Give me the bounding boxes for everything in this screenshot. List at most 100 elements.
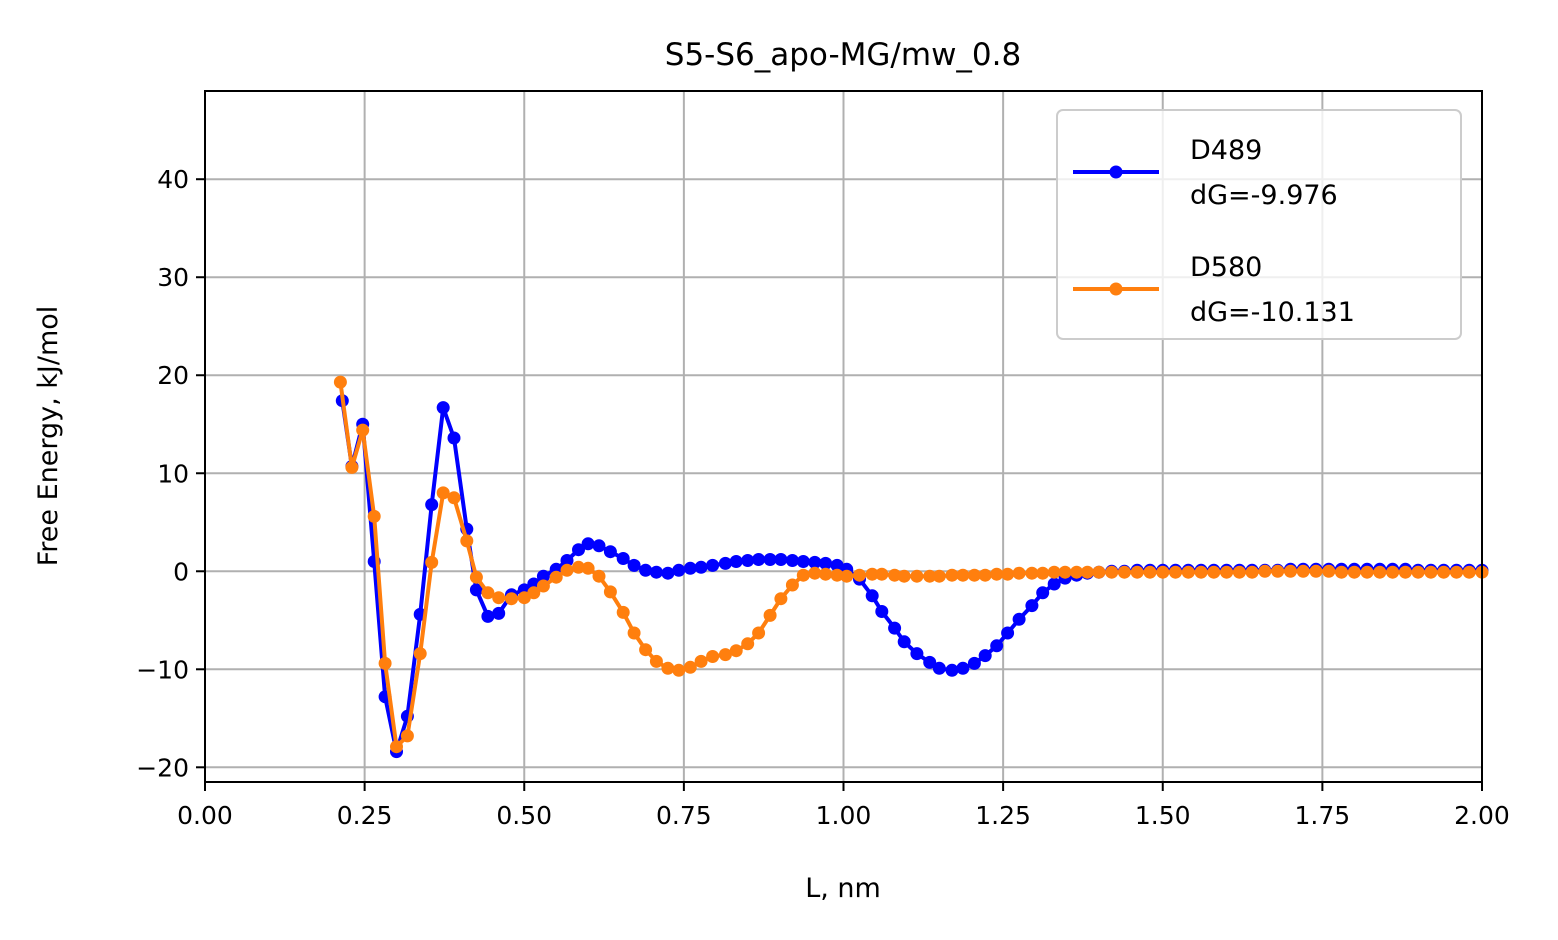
data-point bbox=[1322, 564, 1336, 578]
data-point bbox=[661, 566, 675, 580]
data-point bbox=[1047, 577, 1061, 591]
data-point bbox=[729, 644, 743, 658]
data-point bbox=[1398, 565, 1412, 579]
data-point bbox=[706, 650, 720, 663]
data-point bbox=[897, 569, 911, 583]
data-point bbox=[436, 486, 450, 500]
data-point bbox=[581, 561, 595, 575]
data-point bbox=[888, 621, 902, 635]
data-point bbox=[367, 509, 381, 523]
data-point bbox=[1207, 565, 1221, 579]
data-point bbox=[436, 401, 450, 415]
data-point bbox=[840, 569, 854, 583]
legend-entries: D489 dG=-9.976 D580 dG=-10.131 bbox=[1073, 135, 1355, 328]
data-point bbox=[808, 555, 822, 569]
data-point bbox=[830, 568, 844, 582]
y-tick-label: 20 bbox=[157, 361, 189, 390]
data-point bbox=[1232, 565, 1246, 579]
legend-entry-D580: D580 dG=-10.131 bbox=[1073, 252, 1355, 328]
data-point bbox=[581, 537, 595, 551]
data-point bbox=[729, 555, 743, 568]
data-point bbox=[774, 592, 788, 606]
data-point bbox=[923, 569, 937, 583]
data-point bbox=[1309, 564, 1323, 578]
data-point bbox=[616, 552, 630, 565]
data-point bbox=[945, 663, 959, 677]
data-point bbox=[1437, 565, 1451, 579]
data-point bbox=[333, 375, 347, 389]
data-point bbox=[819, 567, 833, 581]
y-tick-label: 30 bbox=[157, 263, 189, 292]
legend-box bbox=[1056, 109, 1462, 340]
x-tick-label: 0.50 bbox=[496, 801, 552, 830]
data-point bbox=[592, 539, 606, 553]
data-point bbox=[447, 491, 461, 505]
legend-dg-label: dG=-9.976 bbox=[1190, 180, 1338, 211]
data-point bbox=[345, 460, 359, 474]
data-point bbox=[560, 563, 574, 577]
data-point bbox=[447, 431, 461, 445]
data-point bbox=[1070, 565, 1084, 579]
legend-swatch-marker bbox=[1109, 282, 1123, 296]
legend-dg-label: dG=-10.131 bbox=[1190, 297, 1355, 328]
data-point bbox=[956, 661, 970, 675]
data-point bbox=[694, 560, 708, 574]
data-point bbox=[763, 608, 777, 622]
data-point bbox=[469, 583, 483, 597]
data-point bbox=[536, 579, 550, 593]
data-point bbox=[1156, 565, 1170, 579]
y-tick-label: 0 bbox=[173, 557, 189, 586]
data-point bbox=[1245, 565, 1259, 579]
x-tick-label: 2.00 bbox=[1454, 801, 1510, 830]
y-tick-label: 40 bbox=[157, 165, 189, 194]
x-tick-label: 1.75 bbox=[1295, 801, 1351, 830]
x-tick-label: 1.50 bbox=[1135, 801, 1191, 830]
legend-entry-D489: D489 dG=-9.976 bbox=[1073, 135, 1338, 211]
data-point bbox=[706, 558, 720, 572]
data-point bbox=[796, 568, 810, 582]
legend-label: D489 bbox=[1190, 135, 1262, 166]
data-point bbox=[469, 570, 483, 584]
data-point bbox=[1462, 565, 1476, 579]
data-point bbox=[1373, 565, 1387, 579]
data-point bbox=[865, 567, 879, 581]
data-point bbox=[683, 660, 697, 674]
data-point bbox=[627, 626, 641, 640]
x-tick-label: 0.75 bbox=[656, 801, 712, 830]
legend-label: D580 bbox=[1190, 252, 1262, 283]
data-point bbox=[536, 569, 550, 583]
data-point bbox=[741, 637, 755, 651]
x-tick-label: 0.25 bbox=[337, 801, 393, 830]
data-point bbox=[956, 568, 970, 582]
data-point bbox=[1386, 565, 1400, 579]
data-point bbox=[1424, 565, 1438, 579]
data-point bbox=[649, 565, 663, 579]
data-point bbox=[990, 567, 1004, 581]
data-point bbox=[1296, 564, 1310, 578]
data-point bbox=[752, 626, 766, 640]
data-point bbox=[1284, 564, 1297, 578]
data-point bbox=[1450, 565, 1463, 579]
data-point bbox=[1058, 565, 1072, 579]
chart-title: S5-S6_apo-MG/mw_0.8 bbox=[665, 37, 1021, 73]
data-point bbox=[1025, 599, 1039, 613]
data-point bbox=[718, 556, 732, 570]
data-point bbox=[639, 643, 653, 657]
y-tick-label: −20 bbox=[136, 753, 189, 782]
data-point bbox=[967, 568, 981, 582]
data-point bbox=[1347, 565, 1361, 579]
data-point bbox=[616, 605, 630, 619]
x-axis: 0.00 0.25 0.50 0.75 1.00 1.25 1.50 1.75 2.00 bbox=[177, 782, 1510, 830]
data-point bbox=[1130, 565, 1144, 579]
data-point bbox=[1411, 565, 1425, 579]
data-point bbox=[1012, 612, 1026, 626]
x-axis-label: L, nm bbox=[805, 873, 881, 904]
data-point bbox=[481, 586, 495, 600]
data-point bbox=[741, 554, 755, 567]
data-point bbox=[1271, 564, 1285, 578]
data-point bbox=[718, 648, 732, 662]
legend-swatch-marker bbox=[1109, 165, 1123, 179]
data-point bbox=[1335, 565, 1348, 579]
data-point bbox=[549, 570, 563, 584]
y-tick-label: 10 bbox=[157, 459, 189, 488]
